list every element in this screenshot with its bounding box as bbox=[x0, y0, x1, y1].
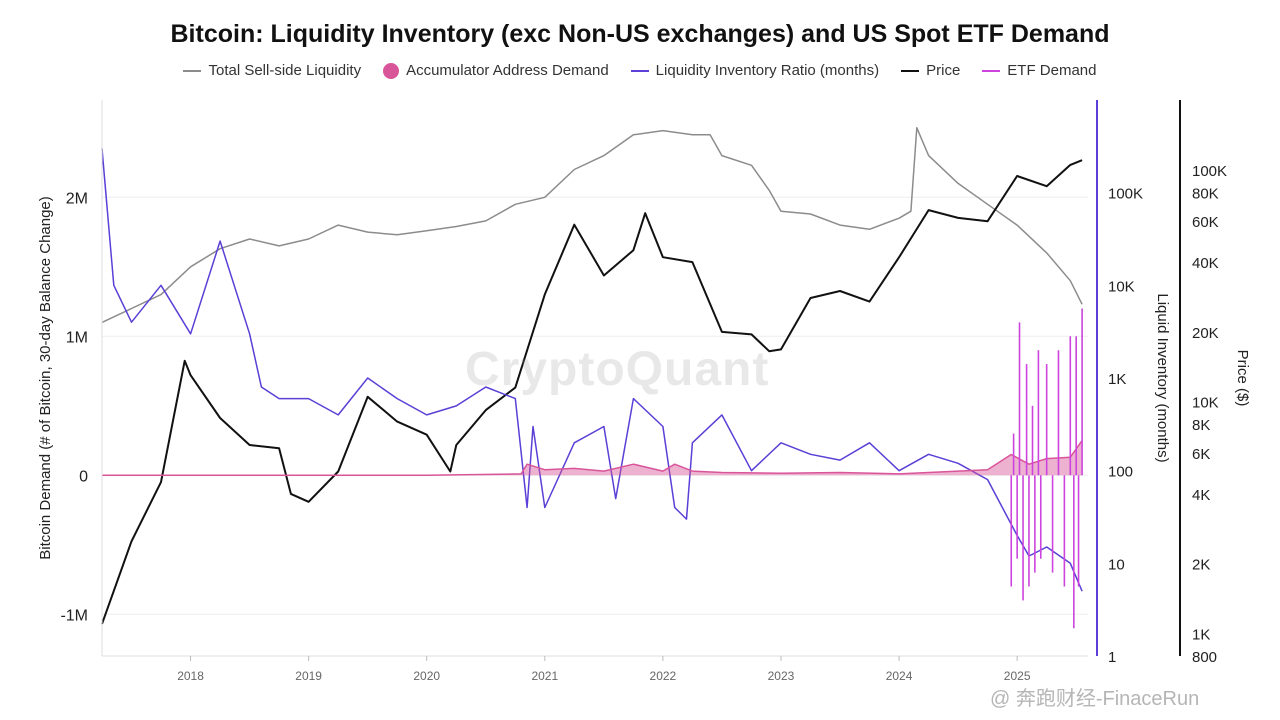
x-tick-label: 2023 bbox=[768, 669, 795, 683]
right-tick-label: 6K bbox=[1192, 446, 1210, 463]
legend-label: Accumulator Address Demand bbox=[406, 62, 609, 79]
middle-tick-label: 100K bbox=[1108, 186, 1143, 203]
chart-legend: Total Sell-side Liquidity Accumulator Ad… bbox=[0, 62, 1280, 79]
legend-line-icon bbox=[982, 69, 1001, 72]
middle-tick-label: 1K bbox=[1108, 371, 1126, 388]
price-line bbox=[101, 159, 1083, 625]
right-tick-label: 8K bbox=[1192, 417, 1210, 434]
legend-item-price[interactable]: Price bbox=[901, 62, 960, 79]
legend-item-sell-side[interactable]: Total Sell-side Liquidity bbox=[183, 62, 361, 79]
x-tick-label: 2019 bbox=[295, 669, 322, 683]
right-tick-label: 100K bbox=[1192, 163, 1227, 180]
brand-watermark: @ 奔跑财经-FinaceRun bbox=[990, 688, 1200, 710]
legend-line-icon bbox=[901, 69, 920, 72]
x-tick-label: 2025 bbox=[1004, 669, 1031, 683]
left-tick-label: 0 bbox=[79, 468, 88, 485]
x-tick-label: 2021 bbox=[531, 669, 558, 683]
middle-tick-label: 10K bbox=[1108, 278, 1135, 295]
legend-label: Price bbox=[926, 62, 961, 79]
right-tick-label: 80K bbox=[1192, 185, 1219, 202]
right-tick-label: 10K bbox=[1192, 395, 1219, 412]
right-tick-label: 800 bbox=[1192, 649, 1217, 666]
series-layer bbox=[101, 127, 1083, 629]
right-tick-label: 1K bbox=[1192, 627, 1210, 644]
x-tick-label: 2018 bbox=[177, 669, 204, 683]
left-tick-label: 1M bbox=[66, 329, 88, 346]
middle-tick-label: 100 bbox=[1108, 464, 1133, 481]
middle-axis-title: Liquid Inventory (months) bbox=[1154, 293, 1171, 462]
legend-item-etf[interactable]: ETF Demand bbox=[982, 62, 1097, 79]
legend-label: Liquidity Inventory Ratio (months) bbox=[655, 62, 880, 79]
middle-tick-label: 1 bbox=[1108, 649, 1116, 666]
left-tick-label: 2M bbox=[66, 190, 88, 207]
legend-label: ETF Demand bbox=[1007, 62, 1097, 79]
legend-dot-icon bbox=[383, 62, 400, 79]
legend-item-accumulator[interactable]: Accumulator Address Demand bbox=[383, 62, 609, 79]
right-tick-label: 2K bbox=[1192, 557, 1210, 574]
total-sell-side-liquidity-line bbox=[101, 127, 1083, 324]
right-tick-label: 60K bbox=[1192, 214, 1219, 231]
x-tick-label: 2024 bbox=[886, 669, 913, 683]
middle-tick-label: 10 bbox=[1108, 556, 1125, 573]
right-tick-label: 40K bbox=[1192, 255, 1219, 272]
x-tick-label: 2020 bbox=[413, 669, 440, 683]
x-tick-label: 2022 bbox=[650, 669, 677, 683]
chart-title: Bitcoin: Liquidity Inventory (exc Non-US… bbox=[170, 20, 1110, 48]
left-axis-title: Bitcoin Demand (# of Bitcoin, 30-day Bal… bbox=[37, 196, 54, 560]
axes-layer: 2018 2019 2020 2021 2022 2023 2024 2025 2M 1M 0 -1M… bbox=[37, 100, 1251, 683]
legend-line-icon bbox=[630, 69, 649, 72]
left-tick-label: -1M bbox=[60, 607, 88, 624]
watermark: CryptoQuant bbox=[465, 343, 770, 396]
legend-label: Total Sell-side Liquidity bbox=[208, 62, 362, 79]
legend-line-icon bbox=[183, 69, 202, 72]
right-tick-label: 20K bbox=[1192, 325, 1219, 342]
accumulator-demand-area bbox=[102, 440, 1083, 476]
liquidity-inventory-ratio-months-line bbox=[101, 148, 1083, 592]
right-tick-label: 4K bbox=[1192, 487, 1210, 504]
legend-item-inventory-ratio[interactable]: Liquidity Inventory Ratio (months) bbox=[630, 62, 880, 79]
right-axis-title: Price ($) bbox=[1234, 350, 1251, 407]
